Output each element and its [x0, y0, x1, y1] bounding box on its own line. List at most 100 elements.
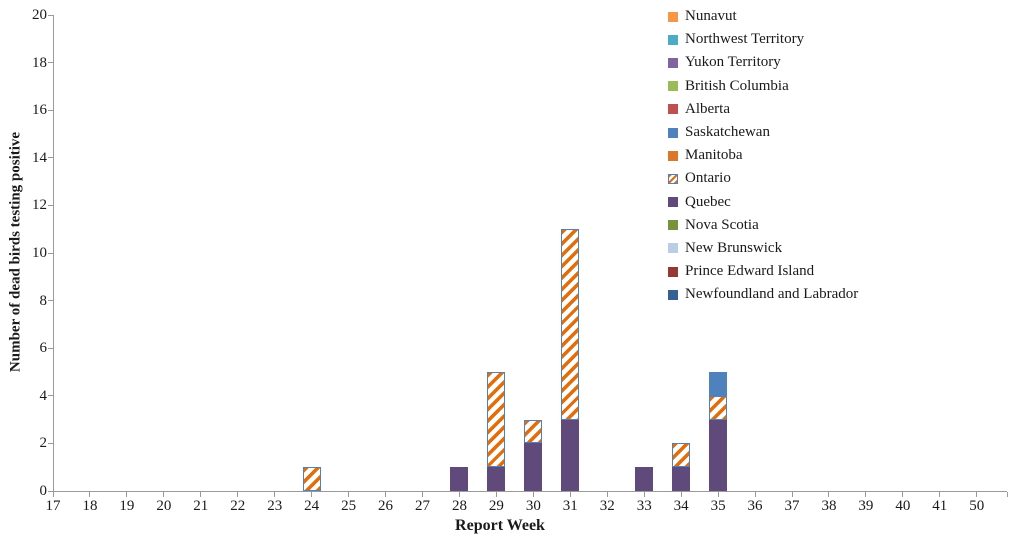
legend-item-new-brunswick: New Brunswick	[668, 237, 858, 260]
legend-label: British Columbia	[685, 77, 789, 94]
legend-swatch-northwest-territory	[668, 34, 678, 45]
legend-swatch-newfoundland-and-labrador	[668, 289, 678, 300]
y-tick-mark	[48, 252, 53, 254]
y-tick-label: 16	[32, 102, 47, 119]
x-tick-mark	[939, 492, 941, 497]
x-tick-label: 22	[230, 498, 246, 514]
y-tick-label: 6	[39, 340, 48, 357]
y-tick-label: 14	[32, 149, 47, 166]
legend-swatch-saskatchewan	[668, 127, 678, 138]
legend-label: Northwest Territory	[685, 31, 805, 48]
y-tick-mark	[48, 62, 53, 64]
x-axis-title: Report Week	[455, 517, 545, 534]
legend-label: Ontario	[685, 170, 731, 187]
y-tick-mark	[48, 300, 53, 302]
x-tick-mark	[311, 492, 313, 497]
x-tick-label: 32	[599, 498, 615, 514]
legend-swatch-new-brunswick	[668, 243, 678, 254]
x-tick-label: 28	[451, 498, 467, 514]
x-tick-mark	[754, 492, 756, 497]
x-tick-mark	[52, 492, 54, 497]
y-tick-mark	[48, 490, 53, 492]
legend-swatch-manitoba	[668, 150, 678, 161]
x-tick-mark	[680, 492, 682, 497]
y-tick-mark	[48, 347, 53, 349]
bar-segment-quebec-week-30	[524, 443, 543, 491]
legend-item-quebec: Quebec	[668, 191, 858, 214]
legend-item-northwest-territory: Northwest Territory	[668, 28, 858, 51]
x-tick-mark	[902, 492, 904, 497]
legend-item-prince-edward-island: Prince Edward Island	[668, 260, 858, 283]
y-tick-label: 4	[39, 387, 48, 404]
x-tick-mark	[717, 492, 719, 497]
legend-label: Nova Scotia	[685, 216, 759, 233]
legend-item-ontario: Ontario	[668, 167, 858, 190]
legend-label: Yukon Territory	[685, 54, 781, 71]
bar-segment-ontario-week-30	[524, 419, 543, 444]
x-tick-label: 36	[747, 498, 763, 514]
legend-swatch-prince-edward-island	[668, 266, 678, 277]
x-tick-label: 41	[932, 498, 948, 514]
x-tick-label: 40	[895, 498, 911, 514]
bar-segment-saskatchewan-week-35	[709, 372, 728, 396]
x-tick-mark	[495, 492, 497, 497]
x-axis-line	[53, 491, 1007, 492]
x-tick-label: 31	[562, 498, 578, 514]
x-tick-mark	[89, 492, 91, 497]
legend-item-nunavut: Nunavut	[668, 5, 858, 28]
x-tick-mark	[828, 492, 830, 497]
legend-swatch-nova-scotia	[668, 220, 678, 231]
bar-segment-ontario-week-34	[672, 443, 691, 468]
x-tick-mark	[348, 492, 350, 497]
legend-swatch-yukon-territory	[668, 57, 678, 68]
x-tick-label: 38	[821, 498, 837, 514]
legend-swatch-ontario	[668, 173, 678, 184]
x-tick-mark	[865, 492, 867, 497]
y-tick-mark	[48, 109, 53, 111]
x-tick-label: 34	[673, 498, 689, 514]
legend-label: Manitoba	[685, 147, 743, 164]
x-tick-label: 26	[378, 498, 394, 514]
x-tick-label: 24	[304, 498, 320, 514]
x-tick-label: 29	[488, 498, 504, 514]
x-tick-mark	[791, 492, 793, 497]
x-tick-mark	[458, 492, 460, 497]
y-tick-mark	[48, 14, 53, 16]
y-tick-label: 18	[32, 54, 47, 71]
x-tick-label: 19	[119, 498, 135, 514]
y-tick-mark	[48, 157, 53, 159]
legend-item-manitoba: Manitoba	[668, 144, 858, 167]
x-tick-label: 25	[341, 498, 357, 514]
x-tick-label: 21	[193, 498, 209, 514]
legend-label: New Brunswick	[685, 239, 783, 256]
x-tick-mark	[274, 492, 276, 497]
legend-swatch-british-columbia	[668, 81, 678, 92]
legend-label: Newfoundland and Labrador	[685, 286, 859, 303]
y-tick-label: 20	[32, 7, 47, 23]
legend-label: Saskatchewan	[685, 124, 770, 141]
x-tick-label: 30	[525, 498, 541, 514]
legend-item-alberta: Alberta	[668, 98, 858, 121]
x-tick-label: 33	[636, 498, 652, 514]
bar-segment-quebec-week-35	[709, 419, 728, 491]
bar-segment-quebec-week-34	[672, 467, 691, 491]
y-tick-mark	[48, 442, 53, 444]
x-tick-mark	[643, 492, 645, 497]
y-tick-label: 8	[39, 292, 48, 309]
bar-segment-ontario-week-35	[709, 395, 728, 420]
bar-segment-quebec-week-31	[561, 419, 580, 491]
legend-item-newfoundland-and-labrador: Newfoundland and Labrador	[668, 283, 858, 306]
x-tick-label: 20	[156, 498, 172, 514]
y-tick-label: 0	[39, 483, 48, 499]
bar-segment-ontario-week-24	[302, 467, 321, 491]
legend-label: Alberta	[685, 100, 730, 117]
x-tick-mark	[569, 492, 571, 497]
bar-segment-quebec-week-29	[487, 467, 506, 491]
legend-label: Prince Edward Island	[685, 263, 815, 280]
y-tick-label: 12	[32, 197, 47, 214]
y-tick-label: 10	[32, 245, 47, 261]
x-tick-mark	[385, 492, 387, 497]
x-tick-mark	[163, 492, 165, 497]
legend-swatch-alberta	[668, 104, 678, 115]
